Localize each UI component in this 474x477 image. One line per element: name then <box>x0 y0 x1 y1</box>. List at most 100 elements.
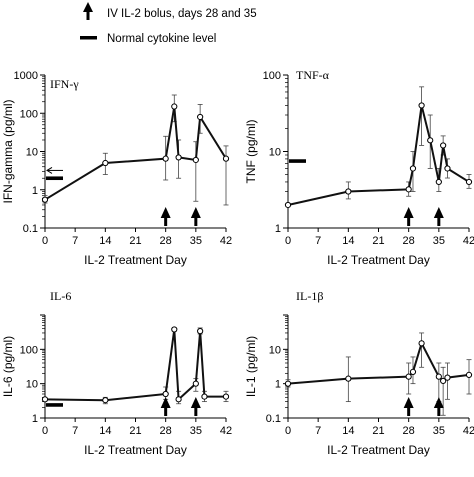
y-tick-label: 0.1 <box>23 223 38 235</box>
panel-label: TNF-α <box>296 68 330 82</box>
bolus-arrow-icon <box>160 397 171 408</box>
series-line <box>287 105 470 206</box>
bolus-arrow-legend-shaft <box>86 11 90 20</box>
chart-panel-0: 0.1 1 10 100 1000 0 7 14 21 28 35 42 IL-2 Treatment … <box>1 70 232 267</box>
series-line <box>44 329 226 402</box>
bolus-arrow-icon <box>160 207 171 218</box>
bolus-arrow-icon <box>433 207 444 218</box>
legend-normal-label: Normal cytokine level <box>107 33 216 45</box>
data-point <box>192 156 199 164</box>
data-point <box>175 154 182 161</box>
data-point <box>102 159 109 167</box>
chart-panel-3: 0.1 1 10 0 7 14 21 28 35 42 IL-2 Treatment Day IL-1… <box>244 289 474 457</box>
bolus-arrow-legend-icon <box>83 2 93 12</box>
x-tick-label: 35 <box>433 425 445 437</box>
data-point <box>444 165 451 172</box>
x-tick-label: 42 <box>463 235 474 247</box>
panel-label: IL-1β <box>296 289 323 303</box>
x-tick-label: 0 <box>42 425 48 437</box>
x-tick-label: 7 <box>315 235 321 247</box>
x-tick-label: 42 <box>220 425 232 437</box>
data-point <box>41 196 49 203</box>
x-tick-label: 35 <box>433 235 445 247</box>
bolus-arrow-icon <box>433 397 444 408</box>
y-axis-label: IFN-gamma (pg/ml) <box>1 99 15 203</box>
bolus-arrow-shaft <box>194 407 198 416</box>
bolus-arrow-icon <box>403 207 414 218</box>
y-tick-label: 10 <box>269 344 281 356</box>
data-point <box>440 377 447 385</box>
x-tick-label: 28 <box>160 425 172 437</box>
y-tick-label: 10 <box>26 147 38 159</box>
x-tick-label: 42 <box>463 425 474 437</box>
data-point <box>197 113 204 121</box>
x-tick-label: 42 <box>220 235 232 247</box>
legend: IV IL-2 bolus, days 28 and 35 Normal cyt… <box>80 2 257 45</box>
data-point <box>418 102 425 109</box>
bolus-arrow-icon <box>190 207 201 218</box>
x-tick-label: 28 <box>160 235 172 247</box>
data-point <box>175 396 182 403</box>
data-point <box>345 188 352 195</box>
data-point <box>162 390 169 398</box>
y-tick-label: 100 <box>263 70 281 82</box>
normal-level-legend-icon <box>80 36 97 40</box>
data-point <box>465 178 473 186</box>
y-tick-label: 1 <box>32 413 38 425</box>
y-tick-label: 100 <box>20 108 38 120</box>
bolus-arrow-icon <box>403 397 414 408</box>
bolus-arrow-shaft <box>407 407 411 416</box>
bolus-arrow-icon <box>190 397 201 408</box>
data-point <box>171 326 178 333</box>
y-axis-label: IL-1 (pg/ml) <box>244 336 258 397</box>
x-tick-label: 14 <box>99 235 111 247</box>
data-point <box>440 142 447 149</box>
x-tick-label: 7 <box>315 425 321 437</box>
x-axis-label: IL-2 Treatment Day <box>84 443 187 457</box>
panel-label: IFN-γ <box>50 77 79 91</box>
bolus-arrow-shaft <box>194 217 198 226</box>
y-axis-label: IL-6 (pg/ml) <box>1 336 15 397</box>
x-tick-label: 0 <box>285 425 291 437</box>
data-point <box>427 137 434 144</box>
y-tick-label: 1 <box>275 379 281 391</box>
data-point <box>284 201 292 209</box>
x-tick-label: 14 <box>342 235 354 247</box>
data-point <box>435 373 442 380</box>
data-point <box>405 186 412 193</box>
x-axis-label: IL-2 Treatment Day <box>84 253 187 267</box>
y-tick-label: 0.1 <box>266 413 281 425</box>
x-tick-label: 21 <box>129 425 141 437</box>
data-point <box>102 397 109 404</box>
normal-level-bar <box>46 176 63 181</box>
bolus-arrow-shaft <box>164 407 168 416</box>
x-tick-label: 7 <box>72 235 78 247</box>
x-tick-label: 35 <box>190 425 202 437</box>
x-tick-label: 21 <box>372 425 384 437</box>
normal-arrow-head <box>46 166 53 174</box>
y-tick-label: 10 <box>269 147 281 159</box>
x-tick-label: 21 <box>129 235 141 247</box>
normal-level-bar <box>46 403 63 407</box>
data-point <box>162 155 169 162</box>
data-point <box>444 374 451 381</box>
data-point <box>435 178 442 186</box>
chart-panel-2: 1 10 100 0 7 14 21 28 35 42 IL-2 Treatment Day IL-6… <box>1 289 232 457</box>
bolus-arrow-shaft <box>437 407 441 416</box>
x-tick-label: 0 <box>285 235 291 247</box>
y-tick-label: 100 <box>20 344 38 356</box>
y-tick-label: 1000 <box>14 70 38 82</box>
y-axis-label: TNF (pg/ml) <box>244 120 258 184</box>
data-point <box>222 155 230 162</box>
data-point <box>345 375 352 382</box>
x-tick-label: 7 <box>72 425 78 437</box>
data-point <box>284 380 292 387</box>
x-axis-label: IL-2 Treatment Day <box>327 253 430 267</box>
data-point <box>405 373 412 380</box>
x-tick-label: 0 <box>42 235 48 247</box>
x-tick-label: 28 <box>403 235 415 247</box>
bolus-arrow-shaft <box>164 217 168 226</box>
data-point <box>222 393 230 400</box>
series-line <box>44 106 227 201</box>
data-point <box>171 103 178 110</box>
